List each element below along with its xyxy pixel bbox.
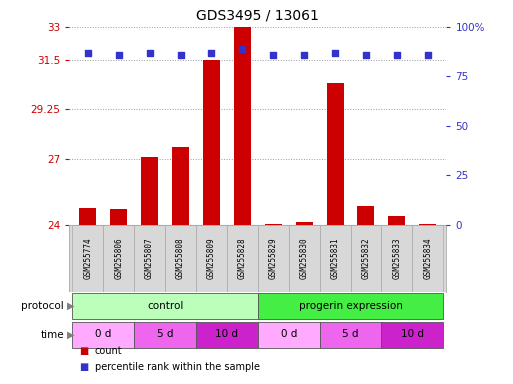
Text: GSM255807: GSM255807	[145, 237, 154, 279]
Text: GSM255830: GSM255830	[300, 237, 309, 279]
Bar	[388, 216, 405, 225]
Text: GSM255833: GSM255833	[392, 237, 401, 279]
Bar	[350, 225, 381, 292]
Point	[331, 50, 339, 56]
Bar	[412, 225, 443, 292]
Bar	[295, 222, 312, 225]
Text: GSM255834: GSM255834	[423, 237, 432, 279]
Point	[114, 51, 123, 58]
Bar	[381, 322, 443, 348]
Bar	[327, 83, 344, 225]
Text: count: count	[95, 346, 123, 356]
Point	[300, 51, 308, 58]
Point	[238, 46, 246, 52]
Bar	[203, 60, 220, 225]
Text: ▶: ▶	[67, 330, 74, 340]
Text: percentile rank within the sample: percentile rank within the sample	[95, 362, 260, 372]
Bar	[258, 293, 443, 319]
Point	[207, 50, 215, 56]
Text: GSM255808: GSM255808	[176, 237, 185, 279]
Bar	[172, 147, 189, 225]
Bar	[289, 225, 320, 292]
Text: 10 d: 10 d	[401, 329, 424, 339]
Bar	[72, 322, 134, 348]
Point	[362, 51, 370, 58]
Point	[84, 50, 92, 56]
Bar	[141, 157, 158, 225]
Bar	[72, 225, 103, 292]
Bar	[381, 225, 412, 292]
Text: protocol: protocol	[22, 301, 64, 311]
Bar	[320, 322, 381, 348]
Text: 10 d: 10 d	[215, 329, 239, 339]
Text: GSM255831: GSM255831	[330, 237, 340, 279]
Bar	[134, 225, 165, 292]
Text: ■: ■	[80, 346, 89, 356]
Bar	[110, 209, 127, 225]
Bar	[265, 223, 282, 225]
Bar	[234, 26, 251, 225]
Text: progerin expression: progerin expression	[299, 301, 402, 311]
Text: GSM255806: GSM255806	[114, 237, 123, 279]
Bar	[227, 225, 258, 292]
Text: 5 d: 5 d	[342, 329, 359, 339]
Text: GSM255829: GSM255829	[269, 237, 278, 279]
Title: GDS3495 / 13061: GDS3495 / 13061	[196, 9, 319, 23]
Text: ▶: ▶	[67, 301, 74, 311]
Bar	[134, 322, 196, 348]
Text: 0 d: 0 d	[95, 329, 111, 339]
Bar	[358, 206, 374, 225]
Point	[424, 51, 432, 58]
Text: time: time	[41, 330, 64, 340]
Text: 0 d: 0 d	[281, 329, 297, 339]
Bar	[419, 223, 436, 225]
Bar	[165, 225, 196, 292]
Bar	[196, 225, 227, 292]
Bar	[196, 322, 258, 348]
Bar	[103, 225, 134, 292]
Text: ■: ■	[80, 362, 89, 372]
Point	[176, 51, 185, 58]
Text: 5 d: 5 d	[157, 329, 173, 339]
Point	[146, 50, 154, 56]
Bar	[80, 207, 96, 225]
Point	[393, 51, 401, 58]
Bar	[258, 225, 289, 292]
Text: GSM255828: GSM255828	[238, 237, 247, 279]
Text: GSM255774: GSM255774	[83, 237, 92, 279]
Text: GSM255809: GSM255809	[207, 237, 216, 279]
Point	[269, 51, 278, 58]
Bar	[320, 225, 350, 292]
Text: GSM255832: GSM255832	[362, 237, 370, 279]
Bar	[258, 322, 320, 348]
Bar	[72, 293, 258, 319]
Text: control: control	[147, 301, 183, 311]
